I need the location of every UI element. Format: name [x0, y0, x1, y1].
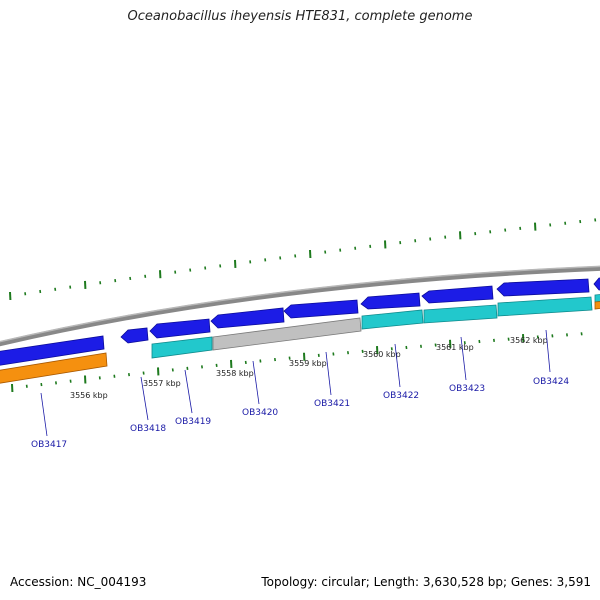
gene-OB3419-reverse[interactable]	[151, 336, 213, 359]
gene-OB3420-reverse[interactable]	[212, 317, 362, 351]
gene-OB3417-reverse[interactable]	[0, 352, 108, 384]
gene-next-reverse[interactable]	[594, 294, 600, 303]
gene-OB3420-forward[interactable]	[210, 307, 285, 329]
gene-label-OB3423[interactable]: OB3423	[449, 384, 485, 394]
gene-OB3418-forward[interactable]	[120, 327, 149, 344]
gene-OB3422-reverse[interactable]	[423, 304, 498, 324]
kbp-label-3561: 3561 kbp	[436, 343, 474, 352]
gene-label-OB3424[interactable]: OB3424	[533, 377, 569, 387]
gene-label-leaders	[40, 329, 551, 437]
kbp-label-3557: 3557 kbp	[143, 379, 181, 388]
gene-label-OB3422[interactable]: OB3422	[383, 391, 419, 401]
reverse-strand-genes	[0, 294, 600, 384]
gene-OB3422-forward[interactable]	[360, 292, 421, 310]
kbp-label-3560: 3560 kbp	[363, 350, 401, 359]
topology-summary: Topology: circular; Length: 3,630,528 bp…	[261, 575, 591, 589]
accession-text: Accession: NC_004193	[10, 575, 147, 589]
kbp-label-3556: 3556 kbp	[70, 391, 108, 400]
upper-tick-row	[9, 218, 597, 301]
gene-OB3421-reverse[interactable]	[361, 309, 424, 330]
gene-label-OB3420[interactable]: OB3420	[242, 408, 278, 418]
gene-label-OB3418[interactable]: OB3418	[130, 424, 166, 434]
gene-OB3423-forward[interactable]	[421, 285, 494, 304]
genome-title: Oceanobacillus iheyensis HTE831, complet…	[127, 9, 473, 24]
gene-OB3424-forward[interactable]	[496, 278, 590, 297]
gene-label-OB3421[interactable]: OB3421	[314, 399, 350, 409]
kbp-label-3559: 3559 kbp	[289, 359, 327, 368]
gene-OB3419-forward[interactable]	[149, 318, 211, 339]
gene-OB3421-forward[interactable]	[283, 299, 359, 319]
gene-OB3424-reverse[interactable]	[497, 296, 593, 317]
gene-next-forward[interactable]	[593, 277, 600, 291]
kbp-label-3562: 3562 kbp	[510, 336, 548, 345]
gene-label-OB3417[interactable]: OB3417	[31, 440, 67, 450]
kbp-label-3558: 3558 kbp	[216, 369, 254, 378]
gene-label-OB3419[interactable]: OB3419	[175, 417, 211, 427]
gene-labels: OB3417 OB3418 OB3419 OB3420 OB3421 OB342…	[31, 377, 569, 450]
lower-tick-row	[11, 332, 583, 393]
gene-next-orange[interactable]	[594, 301, 600, 310]
genome-backbone	[0, 265, 600, 347]
gene-OB3417-forward[interactable]	[0, 335, 105, 366]
forward-strand-genes	[0, 277, 600, 366]
kbp-scale-labels: 3556 kbp 3557 kbp 3558 kbp 3559 kbp 3560…	[70, 336, 548, 400]
